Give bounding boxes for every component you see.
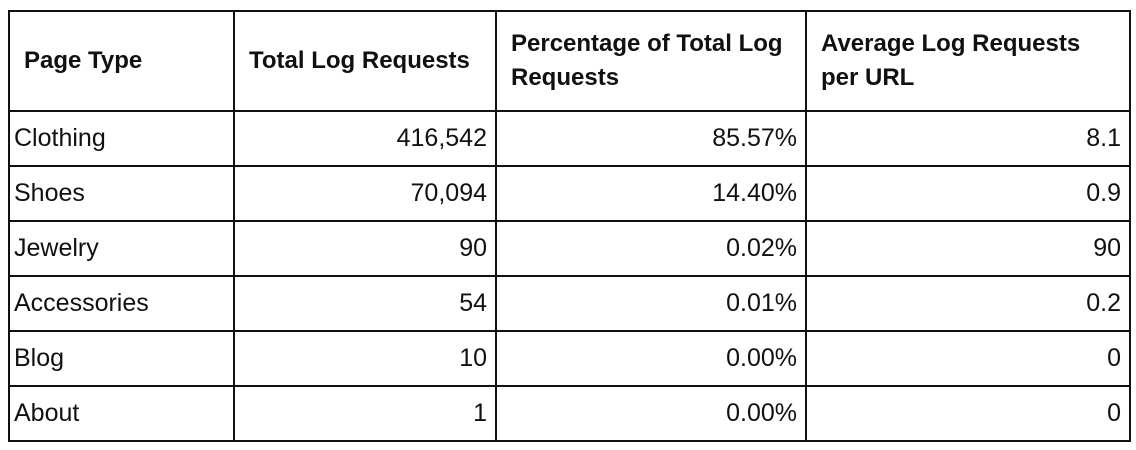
data-table: Page Type Total Log Requests Percentage of… (8, 10, 1131, 442)
cell: 54 (233, 275, 497, 332)
header-cell: Page Type (8, 10, 235, 112)
cell: 0.02% (495, 220, 807, 277)
table-row: Blog 10 0.00% 0 (8, 330, 1131, 387)
table-row: Shoes 70,094 14.40% 0.9 (8, 165, 1131, 222)
header-cell: Average Log Requests per URL (805, 10, 1131, 112)
table-body: Clothing 416,542 85.57% 8.1 Shoes 70,094 14.40… (8, 110, 1131, 442)
row-label: About (8, 385, 235, 442)
header-cell: Percentage of Total Log Requests (495, 10, 807, 112)
row-label: Blog (8, 330, 235, 387)
cell: 85.57% (495, 110, 807, 167)
cell: 416,542 (233, 110, 497, 167)
cell: 10 (233, 330, 497, 387)
cell: 1 (233, 385, 497, 442)
cell: 8.1 (805, 110, 1131, 167)
table-header: Page Type Total Log Requests Percentage of… (8, 10, 1131, 112)
cell: 0.01% (495, 275, 807, 332)
cell: 0 (805, 330, 1131, 387)
cell: 0.9 (805, 165, 1131, 222)
header-cell: Total Log Requests (233, 10, 497, 112)
header-row: Page Type Total Log Requests Percentage of… (8, 10, 1131, 112)
row-label: Clothing (8, 110, 235, 167)
cell: 0.00% (495, 330, 807, 387)
cell: 90 (233, 220, 497, 277)
cell: 14.40% (495, 165, 807, 222)
table-row: Jewelry 90 0.02% 90 (8, 220, 1131, 277)
cell: 0.2 (805, 275, 1131, 332)
table-row: Clothing 416,542 85.57% 8.1 (8, 110, 1131, 167)
cell: 90 (805, 220, 1131, 277)
cell: 0 (805, 385, 1131, 442)
cell: 0.00% (495, 385, 807, 442)
row-label: Shoes (8, 165, 235, 222)
cell: 70,094 (233, 165, 497, 222)
table-row: About 1 0.00% 0 (8, 385, 1131, 442)
row-label: Accessories (8, 275, 235, 332)
row-label: Jewelry (8, 220, 235, 277)
table-row: Accessories 54 0.01% 0.2 (8, 275, 1131, 332)
